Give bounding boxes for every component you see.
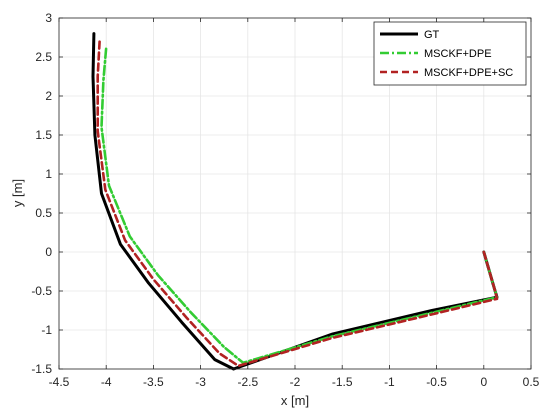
y-tick-label: -1 [41, 323, 52, 337]
ticks: -4.5 -4 -3.5 -3 -2.5 -2 -1.5 -1 -0.5 0 0.5 -1.5 -1 -0… [31, 11, 539, 389]
series-line-msckf-dpe-sc [96, 40, 499, 368]
x-tick-label: -0.5 [426, 375, 447, 389]
x-tick-label: 0.5 [523, 375, 540, 389]
x-tick-label: 0 [480, 375, 487, 389]
x-tick-label: -2 [290, 375, 301, 389]
y-tick-label: -0.5 [31, 284, 52, 298]
legend: GT MSCKF+DPE MSCKF+DPE+SC [373, 21, 527, 86]
legend-label: GT [424, 29, 440, 41]
y-tick-label: 0 [45, 245, 52, 259]
y-tick-label: 3 [45, 11, 52, 25]
series-layer [91, 32, 499, 371]
x-tick-label: -3.5 [143, 375, 164, 389]
y-tick-label: 0.5 [35, 206, 52, 220]
legend-label: MSCKF+DPE+SC [424, 67, 513, 79]
y-tick-label: 2 [45, 89, 52, 103]
y-tick-label: 2.5 [35, 50, 52, 64]
y-tick-label: -1.5 [31, 362, 52, 376]
x-tick-label: -3 [195, 375, 206, 389]
x-tick-label: -4 [101, 375, 112, 389]
x-tick-label: -1 [384, 375, 395, 389]
x-axis-label: x [m] [281, 393, 309, 408]
y-tick-label: 1 [45, 167, 52, 181]
y-axis-label: y [m] [10, 179, 25, 207]
x-tick-label: -4.5 [49, 375, 70, 389]
y-tick-label: 1.5 [35, 128, 52, 142]
series-line-msckf-dpe [100, 46, 499, 365]
legend-label: MSCKF+DPE [424, 48, 492, 60]
x-tick-label: -1.5 [332, 375, 353, 389]
x-tick-label: -2.5 [237, 375, 258, 389]
